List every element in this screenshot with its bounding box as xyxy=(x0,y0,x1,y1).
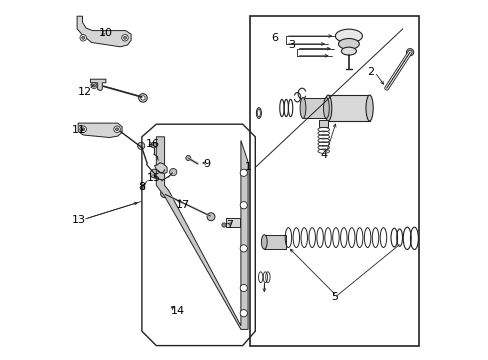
Text: 9: 9 xyxy=(203,159,210,169)
Circle shape xyxy=(137,142,144,149)
Text: 8: 8 xyxy=(138,182,145,192)
Ellipse shape xyxy=(338,39,359,49)
Circle shape xyxy=(122,35,128,41)
Ellipse shape xyxy=(324,95,331,121)
Polygon shape xyxy=(156,137,247,329)
Ellipse shape xyxy=(261,235,266,249)
Circle shape xyxy=(240,284,247,292)
Circle shape xyxy=(240,202,247,209)
Circle shape xyxy=(92,84,95,87)
Text: 16: 16 xyxy=(145,139,159,149)
Circle shape xyxy=(406,49,413,56)
Ellipse shape xyxy=(256,108,261,118)
Circle shape xyxy=(169,168,177,176)
Text: 17: 17 xyxy=(176,200,190,210)
Text: 12: 12 xyxy=(78,87,92,97)
Circle shape xyxy=(240,245,247,252)
Circle shape xyxy=(240,169,247,176)
Circle shape xyxy=(139,94,147,102)
Text: 7: 7 xyxy=(225,220,232,230)
Ellipse shape xyxy=(257,109,260,117)
Polygon shape xyxy=(90,79,106,91)
Text: 5: 5 xyxy=(330,292,337,302)
Polygon shape xyxy=(77,16,131,47)
Ellipse shape xyxy=(323,98,328,118)
Ellipse shape xyxy=(341,47,356,55)
Circle shape xyxy=(150,169,159,178)
Circle shape xyxy=(115,128,118,131)
Circle shape xyxy=(141,186,144,190)
Bar xyxy=(318,120,328,127)
Text: 11: 11 xyxy=(72,125,85,135)
Circle shape xyxy=(151,142,156,148)
Polygon shape xyxy=(78,123,122,138)
Text: 15: 15 xyxy=(147,173,161,183)
Circle shape xyxy=(185,156,190,161)
Circle shape xyxy=(222,223,225,227)
Text: 3: 3 xyxy=(288,40,295,50)
Text: 13: 13 xyxy=(72,215,85,225)
Circle shape xyxy=(80,126,86,132)
Text: 14: 14 xyxy=(170,306,184,316)
Circle shape xyxy=(114,126,120,132)
Circle shape xyxy=(81,36,84,39)
Bar xyxy=(249,16,418,346)
Circle shape xyxy=(160,190,168,198)
Text: 1: 1 xyxy=(244,162,251,172)
Circle shape xyxy=(123,36,126,39)
Circle shape xyxy=(206,213,215,221)
Polygon shape xyxy=(154,163,167,174)
Ellipse shape xyxy=(365,95,372,121)
Circle shape xyxy=(141,96,145,100)
Text: 6: 6 xyxy=(271,33,278,43)
Circle shape xyxy=(81,128,84,131)
Text: 2: 2 xyxy=(366,67,373,77)
Circle shape xyxy=(240,310,247,317)
Text: 4: 4 xyxy=(320,150,327,160)
Bar xyxy=(264,235,285,249)
Bar xyxy=(327,95,369,121)
Bar xyxy=(303,98,325,118)
Circle shape xyxy=(91,83,97,89)
Text: 10: 10 xyxy=(99,28,112,38)
Ellipse shape xyxy=(300,98,305,118)
Bar xyxy=(225,218,240,227)
Ellipse shape xyxy=(335,29,362,43)
Circle shape xyxy=(80,35,86,41)
